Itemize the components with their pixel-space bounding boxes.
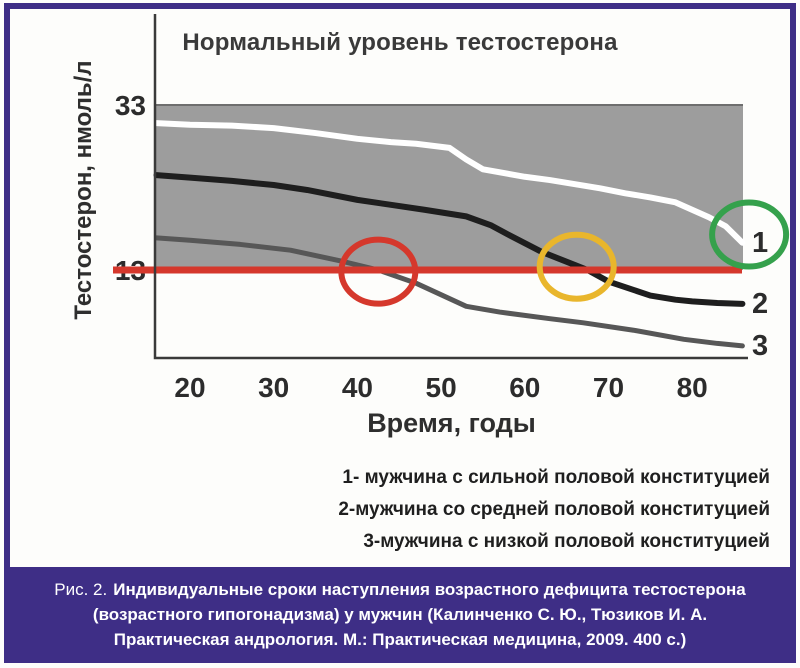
caption-line-2: (возрастного гипогонадизма) у мужчин (Ка…: [92, 605, 708, 624]
caption-line-3: Практическая андрология. М.: Практическа…: [113, 630, 687, 649]
axes: [153, 14, 748, 360]
curve-end-label-1: 1: [752, 227, 768, 259]
normal-range-band: [155, 105, 743, 270]
curve-end-label-3: 3: [752, 330, 768, 362]
line-chart-canvas: 331320304050607080123: [113, 14, 790, 403]
x-tick-label-30: 30: [258, 372, 289, 403]
chart-legend: 1- мужчина с сильной половой конституцие…: [338, 462, 770, 558]
legend-item-3: 3-мужчина с низкой половой конституцией: [363, 531, 770, 552]
caption-text-1: Индивидуальные сроки наступления возраст…: [113, 580, 746, 599]
curve-end-label-2: 2: [752, 288, 768, 320]
x-tick-label-40: 40: [342, 372, 373, 403]
curve-2: [153, 172, 746, 307]
x-tick-label-20: 20: [174, 372, 205, 403]
curve-1: [153, 120, 746, 246]
legend-item-1: 1- мужчина с сильной половой конституцие…: [342, 467, 770, 488]
annotation-circle-3: [709, 199, 790, 270]
curve-3: [154, 235, 745, 349]
figure-caption: Рис. 2. Индивидуальные сроки наступления …: [10, 567, 790, 658]
x-tick-label-50: 50: [426, 372, 457, 403]
annotation-circle-1: [338, 236, 419, 307]
legend-item-2: 2-мужчина со средней половой конституцие…: [338, 499, 770, 520]
x-tick-label-80: 80: [677, 372, 708, 403]
x-tick-label-60: 60: [509, 372, 540, 403]
chart-title: Нормальный уровень тестостерона: [182, 29, 618, 56]
x-axis-label: Время, годы: [367, 408, 536, 438]
y-tick-label-33: 33: [115, 90, 146, 121]
caption-figure-number: Рис. 2.: [54, 580, 108, 599]
annotation-circle-2: [536, 231, 617, 302]
caption-line-1: Рис. 2. Индивидуальные сроки наступления …: [10, 577, 790, 602]
x-tick-label-70: 70: [593, 372, 624, 403]
